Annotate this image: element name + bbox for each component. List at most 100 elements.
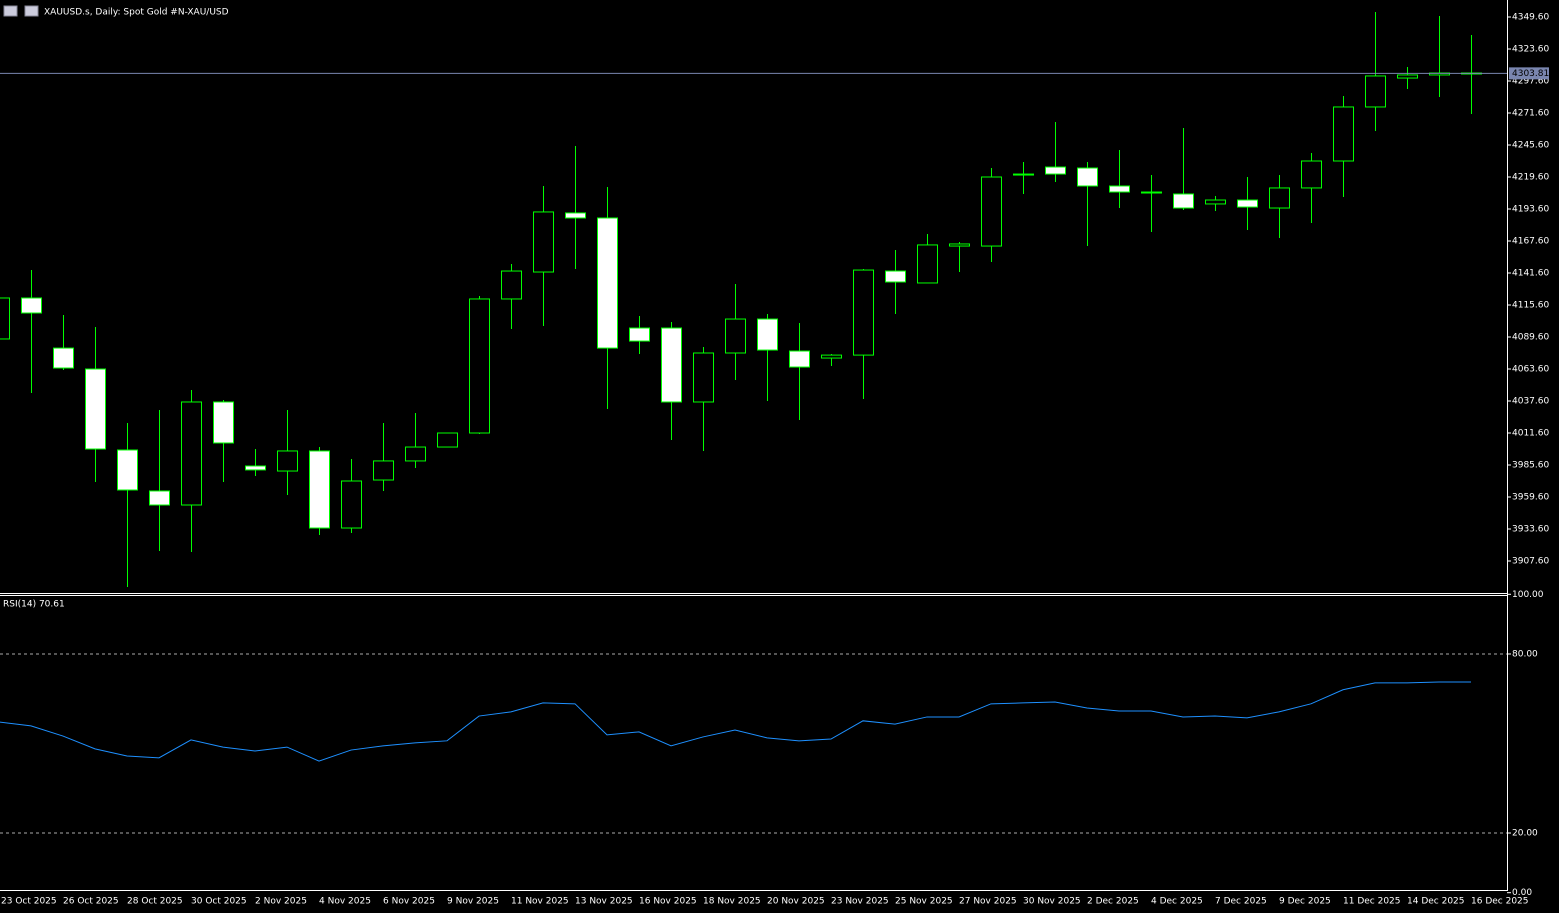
x-tick-label: 13 Nov 2025 [575, 897, 633, 907]
y-tick-label: 3959.60 [1512, 493, 1549, 503]
x-tick-label: 9 Nov 2025 [447, 897, 499, 907]
y-tick-label: 4089.60 [1512, 333, 1549, 343]
x-tick-label: 27 Nov 2025 [959, 897, 1017, 907]
x-tick-label: 6 Nov 2025 [383, 897, 435, 907]
candle-body [981, 176, 1002, 247]
y-tick-label: 0.00 [1512, 888, 1532, 898]
candle-body [213, 401, 234, 444]
y-tick-label: 4297.60 [1512, 77, 1549, 87]
y-tick-label: 4271.60 [1512, 109, 1549, 119]
candle-body [1333, 106, 1354, 162]
x-tick-label: 16 Nov 2025 [639, 897, 697, 907]
current-price-box [1509, 67, 1549, 80]
candle-body [1173, 193, 1194, 209]
x-tick-label: 11 Dec 2025 [1343, 897, 1401, 907]
candle-body [597, 217, 618, 349]
icon [3, 5, 18, 17]
y-tick-label: 4245.60 [1512, 141, 1549, 151]
candle-body [0, 297, 10, 340]
y-tick-label: 80.00 [1512, 649, 1538, 659]
chart-title: XAUUSD.s, Daily: Spot Gold #N-XAU/USD [44, 8, 229, 18]
candle-body [821, 354, 842, 359]
candle-body [629, 327, 650, 342]
y-tick-label: 4115.60 [1512, 301, 1549, 311]
x-tick-label: 7 Dec 2025 [1215, 897, 1267, 907]
candle-body [1397, 74, 1418, 79]
x-tick-label: 30 Oct 2025 [191, 897, 247, 907]
x-tick-label: 4 Nov 2025 [319, 897, 371, 907]
candle-body [469, 298, 490, 434]
x-tick-label: 26 Oct 2025 [63, 897, 119, 907]
candle-body [565, 212, 586, 219]
candle-body [341, 480, 362, 529]
candle-body [1013, 173, 1034, 176]
x-tick-label: 2 Dec 2025 [1087, 897, 1139, 907]
candle-body [309, 450, 330, 529]
candle-body [725, 318, 746, 354]
x-tick-label: 28 Oct 2025 [127, 897, 183, 907]
candle-body [1045, 166, 1066, 175]
icon [24, 5, 39, 17]
y-tick-label: 4037.60 [1512, 397, 1549, 407]
current-price-label: 4303.81 [1512, 69, 1549, 79]
candle-body [1077, 167, 1098, 187]
candle-body [533, 211, 554, 273]
candle-body [661, 327, 682, 403]
candle-body [405, 446, 426, 462]
x-tick-label: 30 Nov 2025 [1023, 897, 1081, 907]
y-tick-label: 4011.60 [1512, 429, 1549, 439]
x-tick-label: 23 Nov 2025 [831, 897, 889, 907]
y-tick-label: 4323.60 [1512, 45, 1549, 55]
candle-body [1205, 199, 1226, 205]
x-tick-label: 14 Dec 2025 [1407, 897, 1465, 907]
x-tick-label: 2 Nov 2025 [255, 897, 307, 907]
candle-body [789, 350, 810, 368]
candle-body [437, 432, 458, 448]
candle-body [1237, 199, 1258, 208]
y-tick-label: 4063.60 [1512, 365, 1549, 375]
candle-body [1269, 187, 1290, 209]
candle-body [117, 449, 138, 491]
x-tick-label: 16 Dec 2025 [1471, 897, 1529, 907]
candle-body [693, 352, 714, 403]
x-tick-label: 25 Nov 2025 [895, 897, 953, 907]
x-tick-label: 23 Oct 2025 [1, 897, 57, 907]
candle-body [949, 243, 970, 247]
y-tick-label: 4219.60 [1512, 173, 1549, 183]
candle-body [1301, 160, 1322, 189]
rsi-line [0, 681, 1472, 762]
candle-body [757, 318, 778, 351]
candle-body [53, 347, 74, 369]
candle-body [917, 244, 938, 284]
x-tick-label: 9 Dec 2025 [1279, 897, 1331, 907]
candle-body [1365, 75, 1386, 108]
y-tick-label: 3933.60 [1512, 525, 1549, 535]
candle-body [885, 270, 906, 283]
x-tick-label: 20 Nov 2025 [767, 897, 825, 907]
x-tick-label: 11 Nov 2025 [511, 897, 569, 907]
candle-body [277, 450, 298, 472]
y-tick-label: 4167.60 [1512, 237, 1549, 247]
y-tick-label: 3907.60 [1512, 557, 1549, 567]
candle-body [149, 490, 170, 506]
y-tick-label: 4141.60 [1512, 269, 1549, 279]
candle-body [85, 368, 106, 450]
candle-body [21, 297, 42, 314]
candle-body [1109, 185, 1130, 193]
y-tick-label: 100.00 [1512, 590, 1544, 600]
y-tick-label: 4193.60 [1512, 205, 1549, 215]
y-tick-label: 20.00 [1512, 829, 1538, 839]
candle-body [373, 460, 394, 481]
candle-body [181, 401, 202, 506]
candle-body [501, 270, 522, 300]
candle-body [245, 465, 266, 471]
y-tick-label: 4349.60 [1512, 13, 1549, 23]
y-tick-label: 3985.60 [1512, 461, 1549, 471]
x-tick-label: 18 Nov 2025 [703, 897, 761, 907]
x-tick-label: 4 Dec 2025 [1151, 897, 1203, 907]
indicator-title: RSI(14) 70.61 [3, 600, 65, 610]
candle-body [1141, 191, 1162, 194]
